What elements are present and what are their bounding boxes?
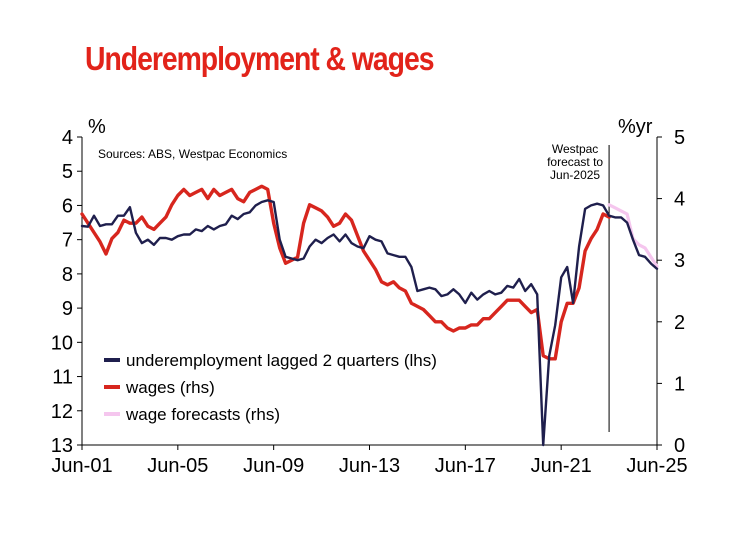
left-y-tick-label: 8 <box>62 264 73 286</box>
series-wage-forecasts-line <box>607 203 659 268</box>
x-ticks: Jun-01 Jun-05 Jun-09 Jun-13 Jun-17 Jun-21 Jun-… <box>51 445 688 477</box>
left-y-tick-label: 5 <box>62 161 73 183</box>
annotation-line-2: forecast to <box>547 155 603 169</box>
legend-label-wage-forecasts: wage forecasts (rhs) <box>125 405 280 424</box>
legend-entry-wage-forecasts: wage forecasts (rhs) <box>104 405 280 424</box>
right-y-tick-label: 1 <box>674 373 685 395</box>
x-tick-label: Jun-17 <box>435 455 496 477</box>
left-axis-unit: % <box>88 116 106 138</box>
x-tick-label: Jun-21 <box>531 455 592 477</box>
left-y-ticks: 4 5 6 7 8 9 10 11 12 13 <box>51 127 82 457</box>
x-tick-label: Jun-05 <box>147 455 208 477</box>
chart-title: Underemployment & wages <box>85 40 434 77</box>
right-y-tick-label: 4 <box>674 189 685 211</box>
left-y-tick-label: 4 <box>62 127 73 149</box>
x-tick-label: Jun-09 <box>243 455 304 477</box>
left-y-tick-label: 12 <box>51 401 73 423</box>
forecast-annotation: Westpac forecast to Jun-2025 <box>547 142 610 432</box>
left-y-tick-label: 6 <box>62 195 73 217</box>
right-y-tick-label: 3 <box>674 250 685 272</box>
annotation-line-3: Jun-2025 <box>550 168 600 182</box>
left-y-tick-label: 10 <box>51 332 73 354</box>
legend-label-wages: wages (rhs) <box>125 378 215 397</box>
source-note: Sources: ABS, Westpac Economics <box>98 147 287 161</box>
right-y-tick-label: 0 <box>674 435 685 457</box>
right-y-tick-label: 5 <box>674 127 685 149</box>
legend-label-underemployment: underemployment lagged 2 quarters (lhs) <box>126 351 437 370</box>
legend-entry-wages: wages (rhs) <box>104 378 215 397</box>
left-y-tick-label: 9 <box>62 298 73 320</box>
annotation-line-1: Westpac <box>552 142 598 156</box>
x-tick-label: Jun-01 <box>51 455 112 477</box>
right-y-tick-label: 2 <box>674 312 685 334</box>
series-underemployment-line <box>80 199 659 447</box>
series-wages-line <box>80 184 611 361</box>
right-axis-unit: %yr <box>618 116 653 138</box>
legend-entry-underemployment: underemployment lagged 2 quarters (lhs) <box>104 351 437 370</box>
legend: underemployment lagged 2 quarters (lhs) … <box>104 351 437 424</box>
left-y-tick-label: 7 <box>62 230 73 252</box>
left-y-tick-label: 13 <box>51 435 73 457</box>
right-y-ticks: 0 1 2 3 4 5 <box>657 127 685 457</box>
x-tick-label: Jun-25 <box>626 455 687 477</box>
series-lines <box>80 184 659 447</box>
left-y-tick-label: 11 <box>52 367 73 389</box>
x-tick-label: Jun-13 <box>339 455 400 477</box>
